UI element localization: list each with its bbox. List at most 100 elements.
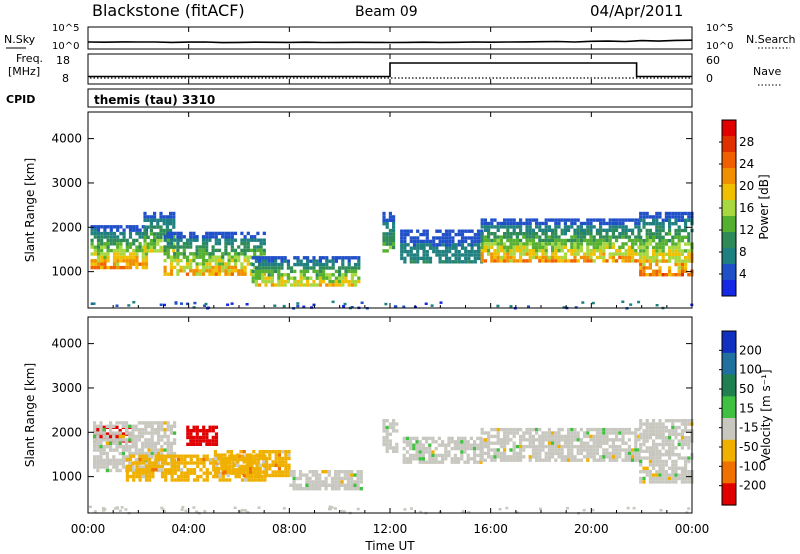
velocity-cell-b5 xyxy=(356,480,360,484)
velocity-cell-b9 xyxy=(655,453,659,457)
velocity-cell-b1 xyxy=(169,441,173,445)
power-cell-b3 xyxy=(357,256,361,260)
power-cell-b1 xyxy=(143,242,147,246)
power-cell-b6 xyxy=(563,242,567,246)
power-cell-b6 xyxy=(611,255,615,260)
power-cell-b2 xyxy=(233,262,238,266)
velocity-colorbar-segment xyxy=(722,352,736,376)
velocity-cell-b5 xyxy=(318,473,322,477)
velocity-cell-b8 xyxy=(519,448,523,452)
power-cell-b6 xyxy=(611,245,615,249)
power-cell-b7 xyxy=(648,235,652,239)
noise-right-tick-bottom: 10^0 xyxy=(706,41,733,52)
power-cell-b6 xyxy=(522,235,526,239)
velocity-ground-cell xyxy=(180,508,184,511)
power-cell-b6 xyxy=(541,232,545,236)
velocity-cell-b1 xyxy=(93,441,97,445)
power-cell-b5 xyxy=(473,249,477,254)
power-cell-b6 xyxy=(506,235,510,239)
velocity-cell-b2 xyxy=(135,461,139,465)
power-colorbar-label: 12 xyxy=(739,223,754,237)
velocity-cell-b9 xyxy=(645,470,649,474)
velocity-cell-b8 xyxy=(570,441,574,445)
velocity-cell-b8 xyxy=(592,441,596,445)
power-ground-cell xyxy=(581,301,585,304)
power-cell-b6 xyxy=(554,235,558,239)
power-cell-b1 xyxy=(172,242,176,246)
power-cell-b6 xyxy=(551,238,555,243)
power-cell-b6 xyxy=(483,242,487,246)
velocity-cell-b5 xyxy=(350,487,354,491)
velocity-cell-b4 xyxy=(284,473,288,478)
power-cell-b2 xyxy=(173,238,177,242)
velocity-cell-b7 xyxy=(421,457,425,461)
power-cell-b6 xyxy=(487,228,491,232)
velocity-cell-b5 xyxy=(318,483,322,487)
power-cell-b6 xyxy=(624,255,628,260)
velocity-cell-b8 xyxy=(599,427,603,432)
velocity-cell-b8 xyxy=(531,427,535,432)
velocity-cell-b8 xyxy=(637,458,641,462)
velocity-cell-b8 xyxy=(493,448,497,452)
power-cell-b6 xyxy=(544,249,548,253)
velocity-cell-b5 xyxy=(340,476,344,481)
power-cell-b6 xyxy=(515,232,519,236)
power-cell-b0 xyxy=(112,248,117,253)
velocity-cell-b3 xyxy=(192,442,196,446)
power-ground-cell xyxy=(342,305,346,308)
velocity-cell-b5 xyxy=(298,476,303,481)
power-cell-b0 xyxy=(125,225,129,229)
power-cell-b2 xyxy=(214,235,218,239)
velocity-cell-b8 xyxy=(618,444,622,449)
power-cell-b6 xyxy=(592,238,596,243)
velocity-cell-b4 xyxy=(277,467,281,471)
velocity-ground-cell xyxy=(192,506,196,509)
power-cell-b5 xyxy=(476,239,481,244)
power-cell-b0 xyxy=(119,242,123,246)
velocity-cell-b4 xyxy=(213,467,217,471)
velocity-cell-b7 xyxy=(431,450,435,454)
velocity-cell-b9 xyxy=(642,470,646,474)
velocity-cell-b5 xyxy=(292,487,296,491)
velocity-cell-b1 xyxy=(121,445,125,449)
power-cell-b3 xyxy=(338,269,342,274)
power-cell-b6 xyxy=(480,245,484,249)
velocity-cell-b9 xyxy=(671,425,675,430)
power-cell-b6 xyxy=(563,221,567,226)
power-cell-b6 xyxy=(624,225,628,229)
power-cell-b7 xyxy=(668,252,672,256)
velocity-cell-b4 xyxy=(284,467,288,471)
power-cell-b7 xyxy=(648,232,652,236)
power-cell-b3 xyxy=(331,256,335,260)
power-cell-b1 xyxy=(143,215,147,219)
power-cell-b7 xyxy=(684,235,688,239)
power-cell-b7 xyxy=(639,266,643,270)
power-cell-b0 xyxy=(100,255,104,260)
velocity-cell-b9 xyxy=(668,480,672,484)
velocity-cell-b9 xyxy=(687,439,691,443)
velocity-cell-b9 xyxy=(661,442,665,447)
power-cell-b0 xyxy=(122,231,126,236)
power-cell-b6 xyxy=(509,235,513,239)
power-cell-b6 xyxy=(637,218,641,222)
velocity-cell-b8 xyxy=(512,427,516,432)
velocity-cell-b1 xyxy=(96,462,100,466)
power-cell-b2 xyxy=(163,238,167,242)
power-cell-b2 xyxy=(243,269,247,273)
velocity-cell-b2 xyxy=(148,478,152,482)
power-cell-b6 xyxy=(560,245,564,249)
power-cell-b3 xyxy=(270,269,274,274)
power-cell-b7 xyxy=(680,269,684,273)
velocity-cell-b8 xyxy=(579,448,583,452)
power-cell-b7 xyxy=(687,239,691,243)
velocity-cell-b5 xyxy=(346,476,351,481)
velocity-cell-b1 xyxy=(118,434,122,439)
power-cell-b6 xyxy=(554,252,558,256)
power-cell-b5 xyxy=(470,260,474,264)
power-cell-b3 xyxy=(274,269,278,274)
velocity-cell-b9 xyxy=(668,473,672,477)
power-cell-b0 xyxy=(125,242,129,246)
power-cell-b3 xyxy=(325,276,329,280)
power-cell-b7 xyxy=(668,215,672,219)
velocity-cell-b6 xyxy=(388,432,392,436)
